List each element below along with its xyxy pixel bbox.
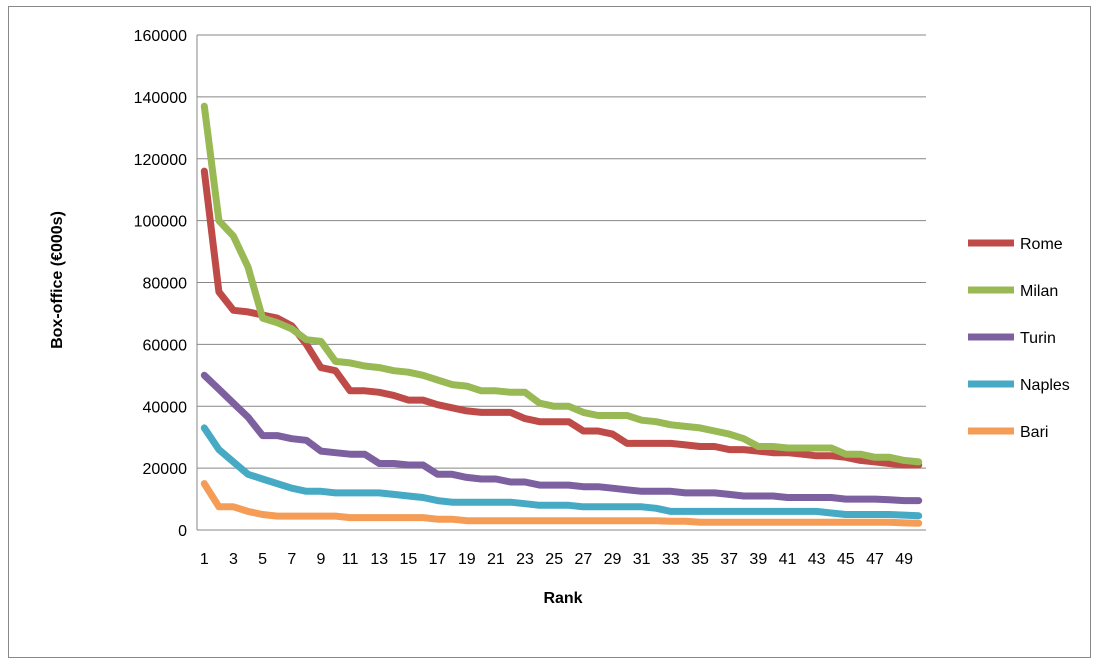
legend: Rome Milan Turin Naples Bari — [968, 236, 1070, 441]
x-tick-label: 39 — [749, 551, 767, 568]
x-tick-label: 11 — [342, 551, 359, 568]
x-tick-label: 23 — [516, 551, 534, 568]
legend-label-turin: Turin — [1020, 330, 1056, 347]
x-tick-label: 25 — [545, 551, 563, 568]
x-tick-label: 35 — [691, 551, 709, 568]
chart-frame — [8, 6, 1091, 658]
x-tick-label: 17 — [429, 551, 447, 568]
y-axis-title: Box-office (€000s) — [49, 211, 66, 349]
x-tick-label: 27 — [574, 551, 592, 568]
gridlines — [196, 34, 926, 531]
y-tick-label: 140000 — [134, 90, 187, 107]
x-tick-label: 43 — [808, 551, 826, 568]
x-tick-label: 5 — [258, 551, 267, 568]
x-tick-label: 49 — [895, 551, 913, 568]
x-axis-ticks: 1 3 5 7 9 11 13 15 17 19 21 23 25 27 29 31 33 35 37 39 41 43 4… — [200, 551, 913, 568]
x-tick-label: 3 — [229, 551, 238, 568]
series-line-milan — [200, 102, 923, 466]
x-tick-label: 37 — [720, 551, 738, 568]
y-tick-label: 120000 — [134, 152, 187, 169]
x-tick-label: 21 — [487, 551, 505, 568]
series-line-rome — [200, 167, 923, 469]
legend-label-rome: Rome — [1020, 236, 1063, 253]
x-tick-label: 15 — [400, 551, 418, 568]
x-tick-label: 31 — [633, 551, 651, 568]
x-tick-label: 45 — [837, 551, 855, 568]
x-tick-label: 1 — [200, 551, 209, 568]
x-axis-title: Rank — [543, 590, 582, 607]
y-tick-label: 80000 — [143, 276, 188, 293]
series-lines — [200, 102, 923, 527]
x-tick-label: 13 — [370, 551, 388, 568]
y-tick-label: 100000 — [134, 214, 187, 231]
legend-label-milan: Milan — [1020, 283, 1058, 300]
x-tick-label: 19 — [458, 551, 476, 568]
series-line-bari — [200, 480, 923, 527]
x-tick-label: 29 — [604, 551, 622, 568]
y-tick-label: 160000 — [134, 28, 187, 45]
series-line-turin — [200, 371, 923, 505]
y-tick-label: 20000 — [143, 461, 188, 478]
legend-label-naples: Naples — [1020, 377, 1070, 394]
x-tick-label: 47 — [866, 551, 884, 568]
x-tick-label: 33 — [662, 551, 680, 568]
x-tick-label: 9 — [316, 551, 325, 568]
x-tick-label: 41 — [779, 551, 797, 568]
legend-label-bari: Bari — [1020, 424, 1048, 441]
y-axis-ticks: 0 20000 40000 60000 80000 100000 120000 140000 1… — [134, 28, 187, 540]
y-tick-label: 0 — [178, 523, 187, 540]
series-line-naples — [200, 424, 923, 520]
y-tick-label: 40000 — [143, 399, 188, 416]
y-tick-label: 60000 — [143, 337, 188, 354]
x-tick-label: 7 — [287, 551, 296, 568]
